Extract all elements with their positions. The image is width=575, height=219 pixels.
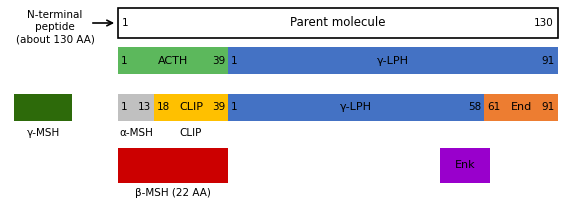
Bar [118,148,228,183]
Text: N-terminal: N-terminal [28,10,83,20]
Text: Parent molecule: Parent molecule [290,16,386,30]
Text: 39: 39 [212,102,225,113]
Text: 58: 58 [467,102,481,113]
Bar [228,47,558,74]
Text: ACTH: ACTH [158,55,188,65]
Text: γ-LPH: γ-LPH [340,102,372,113]
Text: 13: 13 [138,102,151,113]
Bar [154,94,228,121]
Text: 39: 39 [212,55,225,65]
Text: γ-LPH: γ-LPH [377,55,409,65]
Text: 91: 91 [542,102,555,113]
Text: 91: 91 [542,55,555,65]
Text: β-MSH (22 AA): β-MSH (22 AA) [135,188,211,198]
Text: 18: 18 [157,102,170,113]
Text: 1: 1 [121,102,128,113]
Text: 1: 1 [121,55,128,65]
Text: γ-MSH: γ-MSH [26,128,60,138]
Bar [118,47,228,74]
Text: Enk: Enk [455,161,476,171]
Bar [14,94,72,121]
Text: 130: 130 [534,18,554,28]
Bar [118,8,558,38]
Text: CLIP: CLIP [180,128,202,138]
Bar [484,94,558,121]
Text: 1: 1 [231,55,237,65]
Text: CLIP: CLIP [179,102,203,113]
Text: End: End [511,102,532,113]
Text: peptide: peptide [35,22,75,32]
Text: α-MSH: α-MSH [119,128,153,138]
Text: 1: 1 [122,18,129,28]
Bar [440,148,490,183]
Text: 61: 61 [487,102,500,113]
Text: (about 130 AA): (about 130 AA) [16,34,94,44]
Bar [228,94,484,121]
Text: 1: 1 [231,102,237,113]
Bar [118,94,154,121]
